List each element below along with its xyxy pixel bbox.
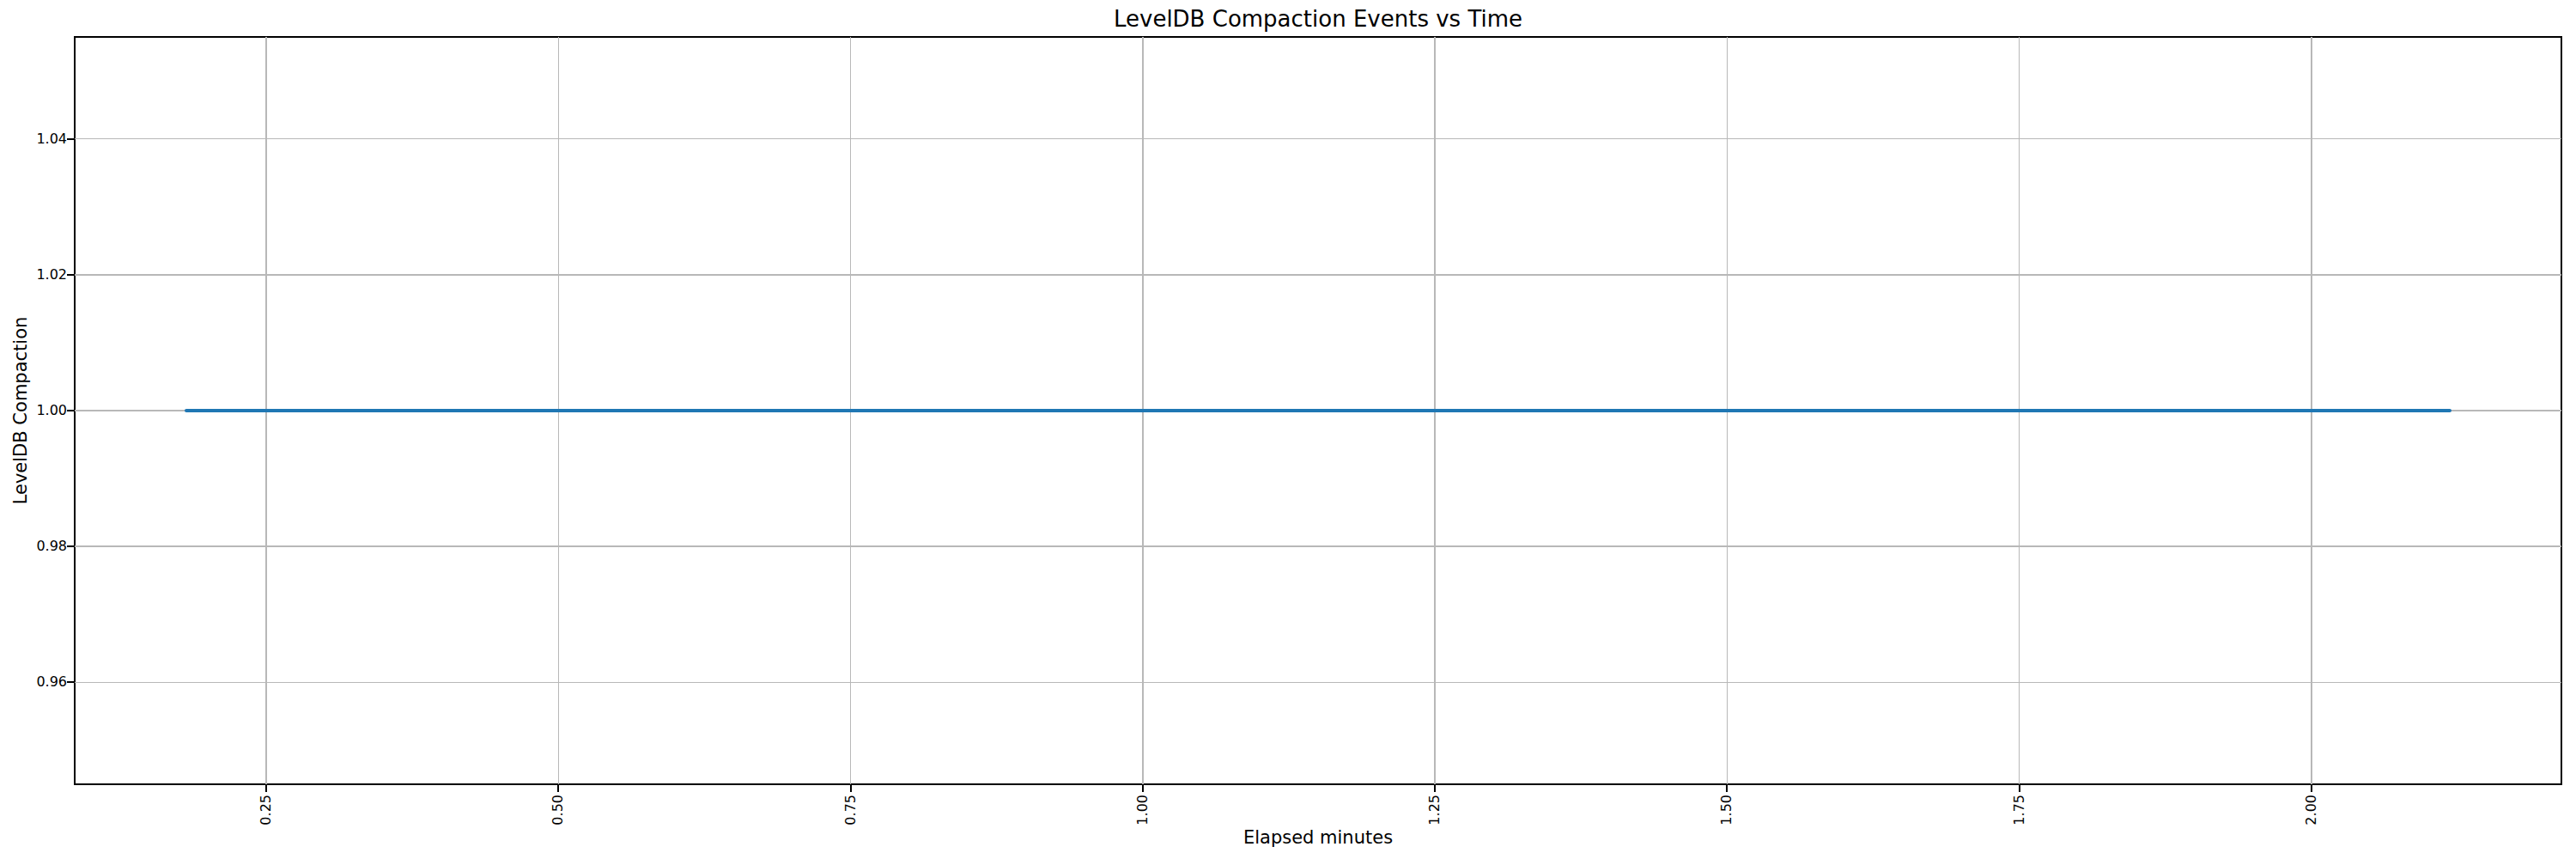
y-gridline [75,274,2561,276]
y-axis-label: LevelDB Compaction [9,317,32,505]
y-gridline [75,138,2561,140]
x-tick-label: 0.50 [550,795,567,825]
series-line-segment [185,409,2451,412]
y-tick-mark [67,274,75,276]
y-tick-mark [67,681,75,683]
x-axis-label: Elapsed minutes [74,826,2562,849]
x-tick-mark [265,784,267,792]
x-tick-label: 0.25 [258,795,275,825]
y-tick-label: 1.04 [0,131,67,148]
x-tick-mark [1434,784,1436,792]
chart-figure: LevelDB Compaction Events vs Time 0.25 0.… [0,0,2576,859]
y-tick-mark [67,545,75,547]
x-tick-mark [2019,784,2020,792]
y-tick-label: 1.02 [0,266,67,283]
x-tick-mark [1726,784,1728,792]
x-tick-label: 1.75 [2011,795,2028,825]
x-tick-label: 2.00 [2303,795,2320,825]
y-tick-mark [67,410,75,411]
x-tick-mark [557,784,559,792]
y-tick-label: 0.98 [0,538,67,555]
y-gridline [75,682,2561,684]
y-tick-mark [67,138,75,140]
x-tick-label: 1.00 [1134,795,1151,825]
x-tick-mark [850,784,852,792]
chart-title: LevelDB Compaction Events vs Time [74,5,2562,33]
x-tick-mark [1142,784,1144,792]
x-tick-label: 1.25 [1426,795,1443,825]
y-tick-label: 0.96 [0,673,67,691]
x-tick-label: 1.50 [1718,795,1735,825]
x-tick-mark [2311,784,2312,792]
y-gridline [75,545,2561,547]
x-tick-label: 0.75 [842,795,860,825]
